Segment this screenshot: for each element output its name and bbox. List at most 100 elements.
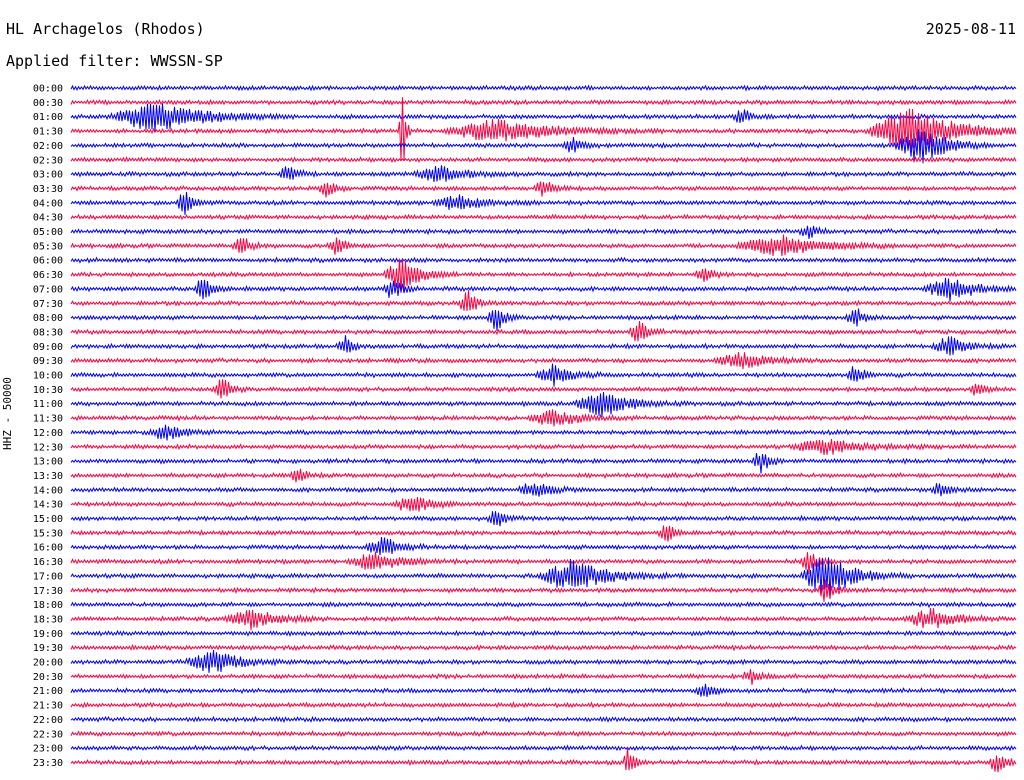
time-label: 17:00 (33, 571, 63, 582)
trace-line (70, 683, 1017, 697)
time-label: 06:30 (33, 270, 63, 281)
trace-line (70, 363, 1017, 387)
trace-line (70, 320, 1017, 342)
trace-line (70, 438, 1017, 455)
trace-line (70, 129, 1017, 164)
trace-line (70, 191, 1017, 215)
trace-line (70, 392, 1017, 418)
trace-line (70, 379, 1017, 399)
trace-line (70, 256, 1017, 264)
trace-line (70, 213, 1017, 221)
time-label: 22:30 (33, 729, 63, 740)
time-label: 23:00 (33, 744, 63, 755)
filter-label: Applied filter: WWSSN-SP (6, 52, 223, 70)
trace-line (70, 234, 1017, 257)
trace-line (70, 155, 1017, 164)
time-label: 14:30 (33, 500, 63, 511)
trace-line (70, 496, 1017, 512)
trace-line (70, 181, 1017, 198)
time-label: 21:00 (33, 686, 63, 697)
trace-line (70, 629, 1017, 637)
time-label: 07:00 (33, 284, 63, 295)
trace-line (70, 551, 1017, 574)
time-label: 11:30 (33, 414, 63, 425)
trace-line (70, 747, 1017, 773)
trace-line (70, 103, 1017, 132)
time-label: 02:00 (33, 141, 63, 152)
trace-line (70, 335, 1017, 356)
time-label: 01:00 (33, 112, 63, 123)
trace-line (70, 715, 1017, 724)
time-label: 05:00 (33, 227, 63, 238)
time-label: 15:00 (33, 514, 63, 525)
trace-line (70, 511, 1017, 527)
trace-line (70, 701, 1017, 709)
time-label: 23:30 (33, 758, 63, 769)
time-label: 02:30 (33, 155, 63, 166)
time-label: 18:30 (33, 614, 63, 625)
time-label: 13:00 (33, 457, 63, 468)
trace-line (70, 730, 1017, 738)
time-label: 18:00 (33, 600, 63, 611)
time-label: 17:30 (33, 586, 63, 597)
time-label: 01:30 (33, 127, 63, 138)
trace-line (70, 277, 1017, 302)
time-label: 04:00 (33, 198, 63, 209)
trace-line (70, 225, 1017, 239)
date-label: 2025-08-11 (925, 20, 1016, 38)
trace-line (70, 424, 1017, 441)
time-label: 20:00 (33, 658, 63, 669)
time-label: 00:30 (33, 98, 63, 109)
trace-line (70, 409, 1017, 427)
time-label: 16:00 (33, 543, 63, 554)
time-label: 07:30 (33, 299, 63, 310)
time-label: 10:30 (33, 385, 63, 396)
trace-line (70, 536, 1017, 556)
time-label: 13:30 (33, 471, 63, 482)
trace-line (70, 258, 1017, 294)
station-title: HL Archagelos (Rhodos) (6, 20, 205, 38)
trace-line (70, 669, 1017, 685)
trace-line (70, 643, 1017, 652)
time-label: 20:30 (33, 672, 63, 683)
trace-line (70, 525, 1017, 542)
trace-line (70, 468, 1017, 483)
trace-line (70, 165, 1017, 183)
time-label: 16:30 (33, 557, 63, 568)
time-label: 03:30 (33, 184, 63, 195)
trace-group (70, 84, 1017, 773)
time-label: 03:00 (33, 170, 63, 181)
trace-line (70, 744, 1017, 752)
time-label: 21:30 (33, 701, 63, 712)
trace-line (70, 650, 1017, 673)
time-label: 22:00 (33, 715, 63, 726)
time-label: 15:30 (33, 528, 63, 539)
time-label: 09:00 (33, 342, 63, 353)
trace-line (70, 97, 1017, 161)
time-label: 00:00 (33, 84, 63, 95)
time-label-group: 00:00 00:30 01:00 01:30 02:00 02:30 03:00 03:30… (33, 84, 63, 769)
trace-line (70, 98, 1017, 106)
trace-line (70, 351, 1017, 370)
time-label: 08:00 (33, 313, 63, 324)
time-label: 09:30 (33, 356, 63, 367)
time-label: 06:00 (33, 256, 63, 267)
trace-line (70, 453, 1017, 474)
trace-line (70, 290, 1017, 312)
time-label: 05:30 (33, 241, 63, 252)
time-label: 12:30 (33, 442, 63, 453)
trace-line (70, 557, 1017, 598)
trace-line (70, 483, 1017, 497)
time-label: 19:30 (33, 643, 63, 654)
time-label: 10:00 (33, 371, 63, 382)
trace-line (70, 84, 1017, 92)
time-label: 12:00 (33, 428, 63, 439)
trace-line (70, 308, 1017, 332)
trace-line (70, 600, 1017, 609)
time-label: 14:00 (33, 485, 63, 496)
trace-line (70, 579, 1017, 602)
time-label: 04:30 (33, 213, 63, 224)
time-label: 11:00 (33, 399, 63, 410)
time-label: 08:30 (33, 327, 63, 338)
